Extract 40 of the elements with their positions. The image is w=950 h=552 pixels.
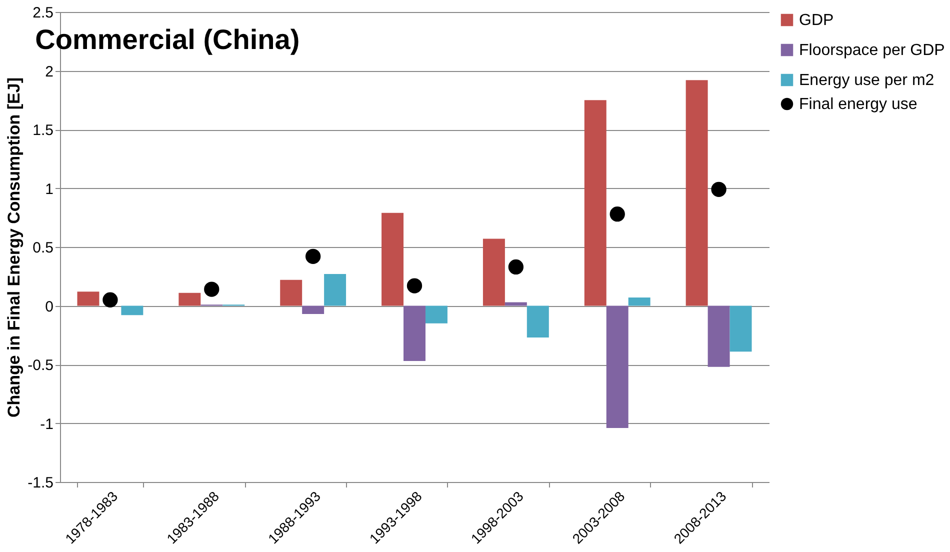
- legend-label: Final energy use: [799, 96, 918, 113]
- bar: [280, 280, 302, 306]
- y-axis-title: Change in Final Energy Consumption [EJ]: [4, 77, 24, 418]
- legend-label: Energy use per m2: [799, 72, 934, 89]
- bar: [302, 306, 324, 314]
- bar: [730, 306, 752, 352]
- bar: [686, 80, 708, 306]
- bar: [425, 306, 448, 324]
- point: [610, 206, 625, 222]
- bar: [504, 302, 527, 306]
- bar: [77, 292, 100, 306]
- bar: [482, 238, 505, 306]
- bar: [324, 274, 346, 306]
- point: [204, 282, 220, 297]
- y-tick-label: 2.5: [32, 4, 54, 22]
- legend-label: Floorspace per GDP: [799, 42, 945, 59]
- bar: [382, 212, 404, 306]
- y-tick-label: 0.5: [32, 240, 54, 256]
- chart-title: Commercial (China): [35, 24, 300, 55]
- y-tick-label: 2: [45, 63, 54, 80]
- point: [406, 278, 422, 294]
- bar: [606, 306, 628, 428]
- y-tick-label: 1: [45, 180, 54, 198]
- bar: [526, 306, 549, 338]
- point: [305, 248, 321, 264]
- bar: [628, 298, 650, 306]
- bar: [178, 292, 201, 306]
- bar: [584, 100, 606, 306]
- y-tick-label: -0.5: [28, 357, 54, 374]
- point: [711, 182, 726, 197]
- point: [102, 292, 118, 308]
- bar: [708, 306, 730, 367]
- y-tick-label: -1.5: [28, 474, 54, 492]
- y-tick-label: 0: [45, 298, 54, 316]
- y-tick-label: -1: [40, 416, 54, 433]
- bar: [121, 306, 144, 316]
- legend-label: GDP: [799, 12, 834, 29]
- bar: [404, 306, 426, 361]
- y-tick-label: 1.5: [32, 122, 54, 139]
- point: [508, 259, 524, 275]
